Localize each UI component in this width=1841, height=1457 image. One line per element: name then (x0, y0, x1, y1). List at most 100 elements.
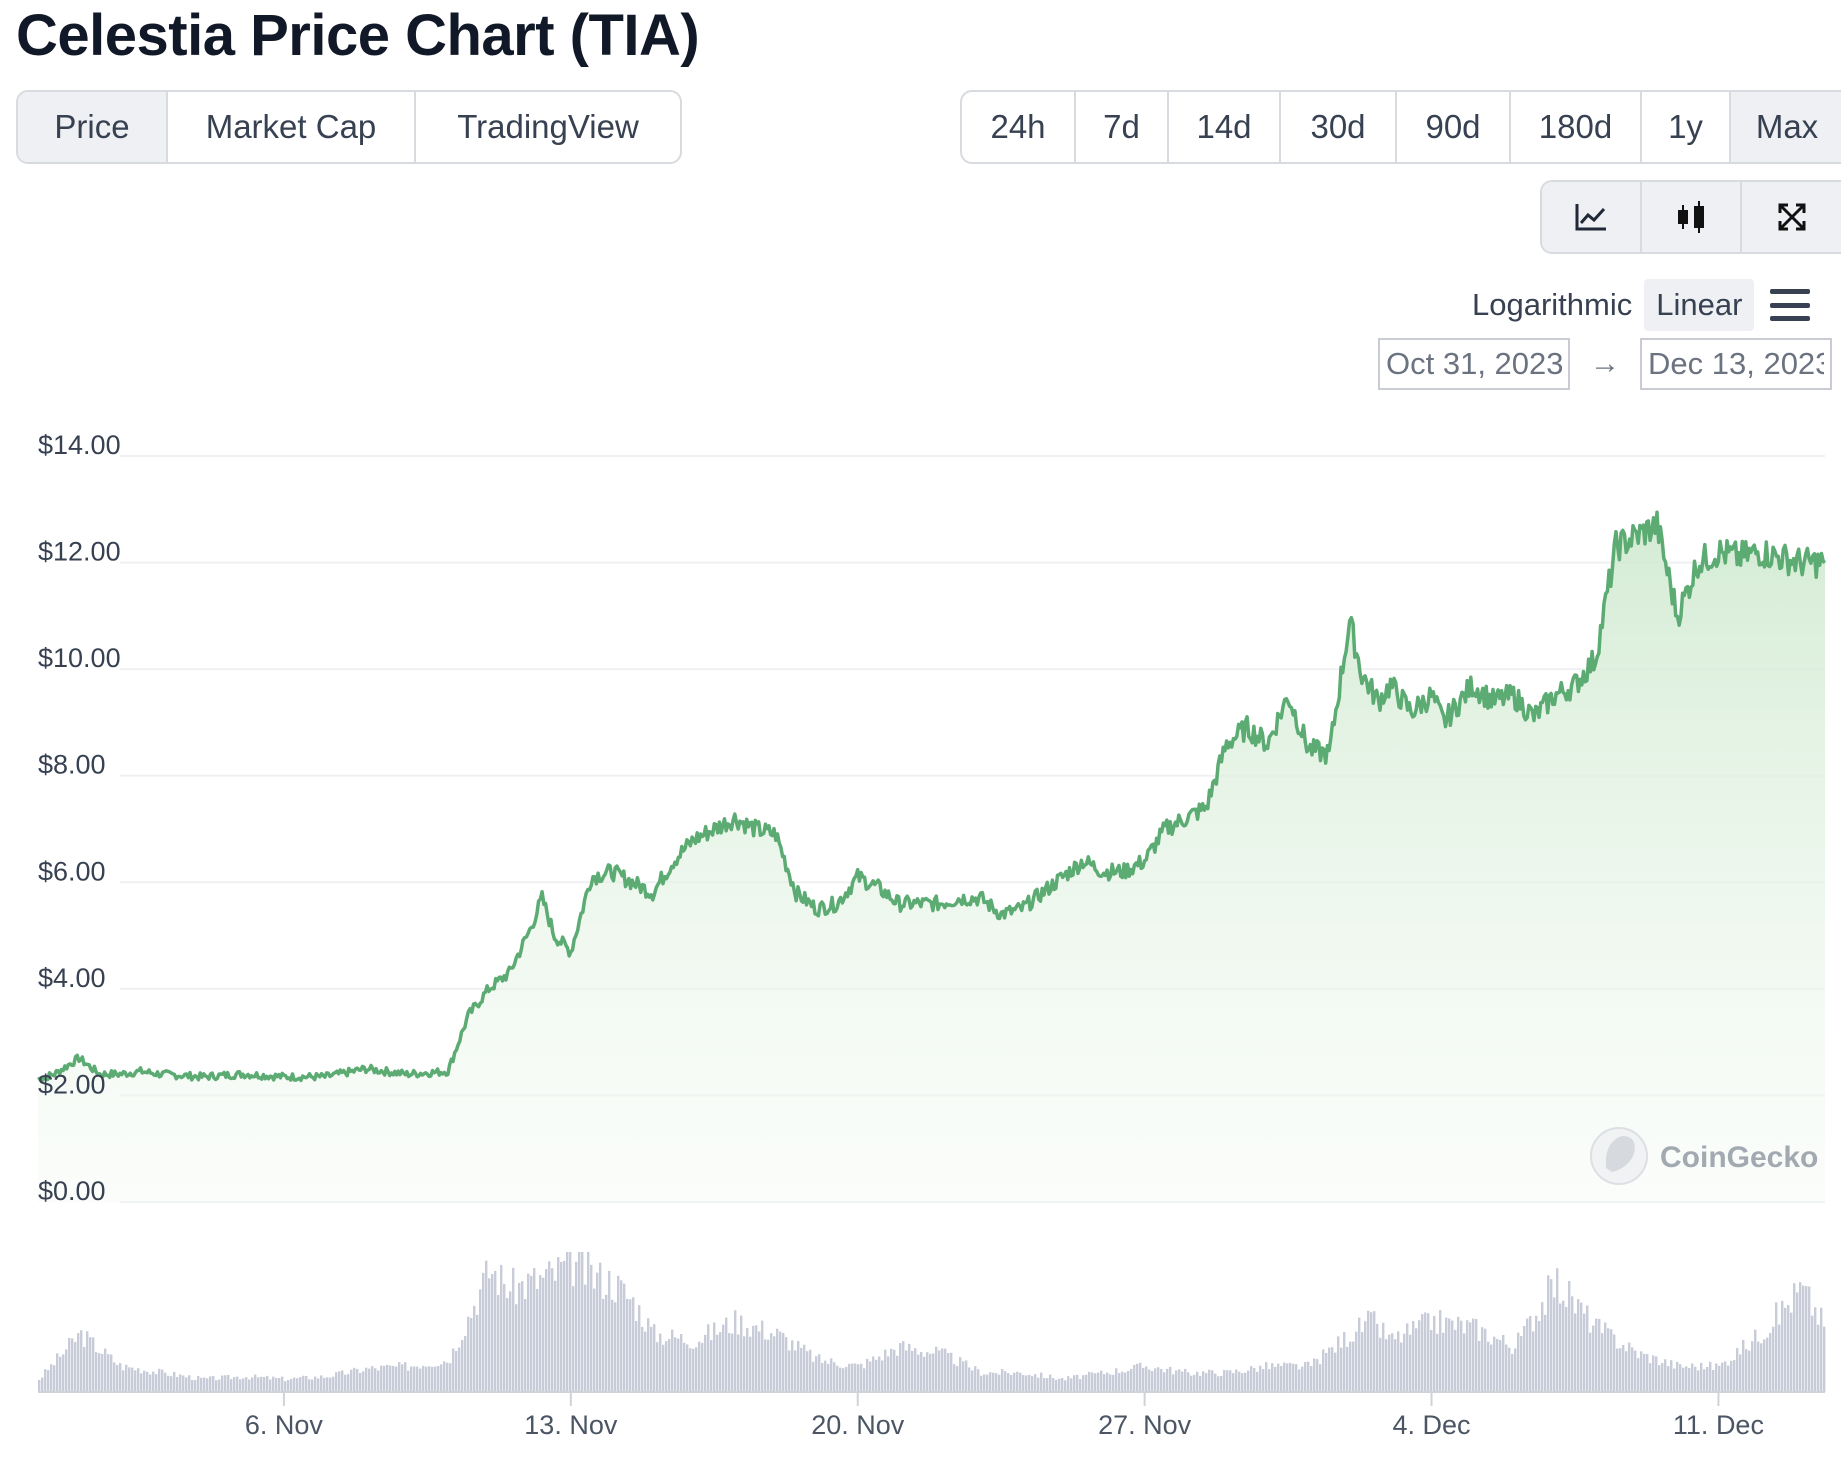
tab-tradingview[interactable]: TradingView (457, 108, 639, 145)
volume-bar (644, 1331, 647, 1392)
volume-bar (1601, 1333, 1604, 1392)
volume-bar (1526, 1318, 1529, 1392)
volume-bar (1496, 1338, 1499, 1392)
volume-bar (1739, 1354, 1742, 1392)
volume-bar (785, 1337, 788, 1392)
volume-bar (143, 1370, 146, 1392)
volume-bar (1040, 1372, 1043, 1392)
volume-bar (239, 1379, 242, 1392)
x-tick-label: 6. Nov (245, 1410, 324, 1440)
volume-bar (1466, 1320, 1469, 1392)
volume-bar (1742, 1339, 1745, 1392)
volume-bar (1199, 1375, 1202, 1392)
volume-bar (1448, 1318, 1451, 1392)
line-chart-icon (1575, 204, 1606, 231)
volume-bar (617, 1275, 620, 1392)
range-max-button[interactable]: Max (1731, 92, 1841, 162)
volume-bar (1238, 1371, 1241, 1392)
volume-bar (1745, 1349, 1748, 1392)
volume-bar (731, 1333, 734, 1392)
volume-bar (1280, 1366, 1283, 1392)
volume-bar (257, 1377, 260, 1392)
volume-bar (1571, 1296, 1574, 1392)
volume-bar (1337, 1336, 1340, 1392)
tab-price[interactable]: Price (18, 92, 168, 162)
line-chart-button[interactable] (1542, 182, 1642, 252)
range-180d-button[interactable]: 180d (1511, 92, 1642, 162)
page-title: Celestia Price Chart (TIA) (16, 3, 700, 68)
volume-bar (887, 1356, 890, 1392)
volume-bar (1388, 1334, 1391, 1392)
volume-bar (1595, 1318, 1598, 1392)
date-from-input[interactable] (1378, 338, 1570, 390)
volume-bar (314, 1376, 317, 1392)
volume-bar (1724, 1361, 1727, 1392)
volume-bar (989, 1372, 992, 1392)
volume-bar (323, 1377, 326, 1392)
volume-bar (1673, 1368, 1676, 1392)
volume-bar (137, 1368, 140, 1392)
volume-bar (1097, 1372, 1100, 1392)
range-90d-button[interactable]: 90d (1397, 92, 1511, 162)
range-7d-button[interactable]: 7d (1076, 92, 1169, 162)
date-to-input[interactable] (1640, 338, 1832, 390)
chart-menu-icon[interactable] (1770, 289, 1811, 321)
volume-bar (461, 1339, 464, 1392)
volume-bar (200, 1377, 203, 1392)
volume-bar (530, 1275, 533, 1392)
volume-bar (1361, 1332, 1364, 1392)
tab-market-cap[interactable]: Market Cap (168, 92, 416, 162)
candlestick-button[interactable] (1642, 182, 1742, 252)
volume-bar (236, 1376, 239, 1392)
volume-bar (818, 1354, 821, 1392)
volume-bar (1115, 1368, 1118, 1392)
range-1y-button[interactable]: 1y (1642, 92, 1731, 162)
volume-bar (653, 1324, 656, 1392)
volume-bar (134, 1370, 137, 1392)
volume-bar (1460, 1320, 1463, 1392)
volume-bar (410, 1366, 413, 1392)
volume-bar (413, 1366, 416, 1392)
volume-bar (1172, 1374, 1175, 1392)
volume-bar (1091, 1372, 1094, 1392)
volume-bar (503, 1283, 506, 1392)
volume-bar (359, 1372, 362, 1392)
logarithmic-toggle[interactable]: Logarithmic (1472, 287, 1633, 322)
volume-bar (86, 1331, 89, 1392)
volume-bar (1325, 1352, 1328, 1392)
volume-bar (167, 1375, 170, 1392)
volume-bar (230, 1379, 233, 1392)
volume-bar (1481, 1327, 1484, 1392)
linear-toggle[interactable]: Linear (1644, 279, 1755, 331)
range-14d-button[interactable]: 14d (1169, 92, 1281, 162)
volume-bar (71, 1338, 74, 1392)
volume-bar (938, 1350, 941, 1392)
fullscreen-button[interactable] (1742, 182, 1841, 252)
volume-bar (260, 1376, 263, 1392)
volume-bar (815, 1356, 818, 1392)
volume-bar (1250, 1366, 1253, 1392)
volume-bar (686, 1344, 689, 1392)
volume-bar (173, 1371, 176, 1392)
volume-bar (197, 1375, 200, 1392)
volume-bar (1445, 1317, 1448, 1392)
fullscreen-icon (1778, 203, 1806, 231)
volume-bar (962, 1361, 965, 1392)
volume-bar (572, 1286, 575, 1392)
volume-bar (305, 1375, 308, 1392)
volume-bar (518, 1282, 521, 1392)
volume-bar (44, 1369, 47, 1392)
volume-bar (797, 1340, 800, 1392)
range-30d-button[interactable]: 30d (1281, 92, 1397, 162)
volume-bar (275, 1377, 278, 1392)
volume-bar (1232, 1373, 1235, 1392)
volume-bar (1643, 1353, 1646, 1392)
range-24h-button[interactable]: 24h (962, 92, 1076, 162)
volume-bar (65, 1349, 68, 1392)
volume-bar (1658, 1365, 1661, 1392)
volume-bar (329, 1377, 332, 1392)
volume-bar (1538, 1321, 1541, 1392)
volume-bar (1529, 1316, 1532, 1392)
volume-bar (1292, 1363, 1295, 1392)
volume-bar (68, 1338, 71, 1392)
